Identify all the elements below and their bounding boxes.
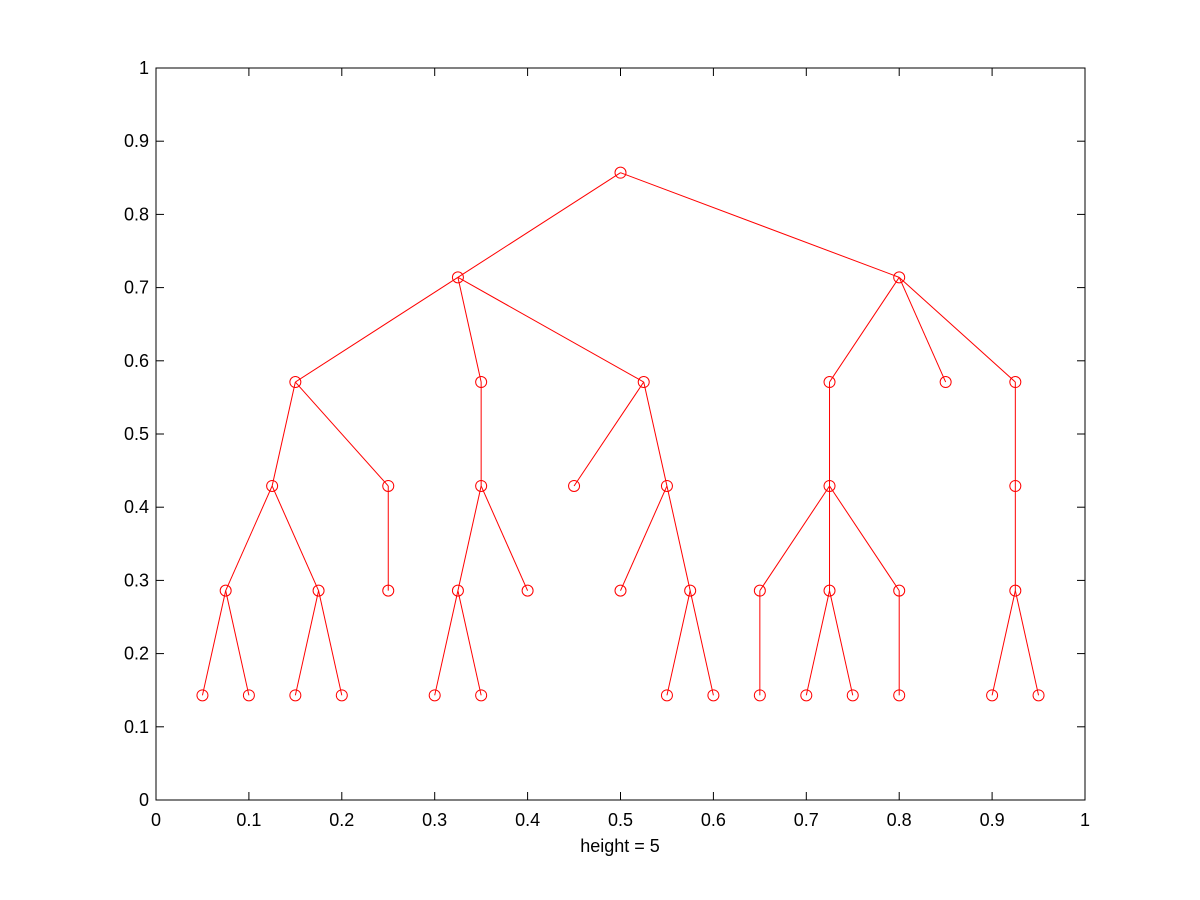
x-tick-label: 0	[151, 810, 161, 830]
y-tick-label: 0.7	[124, 278, 149, 298]
x-tick-label: 0.9	[980, 810, 1005, 830]
y-tick-label: 0.4	[124, 497, 149, 517]
y-tick-label: 1	[139, 58, 149, 78]
x-tick-label: 0.4	[515, 810, 540, 830]
x-tick-label: 0.6	[701, 810, 726, 830]
y-tick-label: 0.1	[124, 717, 149, 737]
x-tick-label: 0.1	[236, 810, 261, 830]
x-axis-label: height = 5	[580, 836, 660, 856]
x-tick-label: 0.2	[329, 810, 354, 830]
y-tick-label: 0.5	[124, 424, 149, 444]
x-tick-label: 0.8	[887, 810, 912, 830]
y-tick-label: 0.3	[124, 570, 149, 590]
y-tick-label: 0.8	[124, 204, 149, 224]
x-tick-label: 1	[1080, 810, 1090, 830]
x-tick-label: 0.3	[422, 810, 447, 830]
x-tick-label: 0.5	[608, 810, 633, 830]
y-tick-label: 0	[139, 790, 149, 810]
x-tick-label: 0.7	[794, 810, 819, 830]
y-tick-label: 0.6	[124, 351, 149, 371]
y-tick-label: 0.2	[124, 644, 149, 664]
y-tick-label: 0.9	[124, 131, 149, 151]
